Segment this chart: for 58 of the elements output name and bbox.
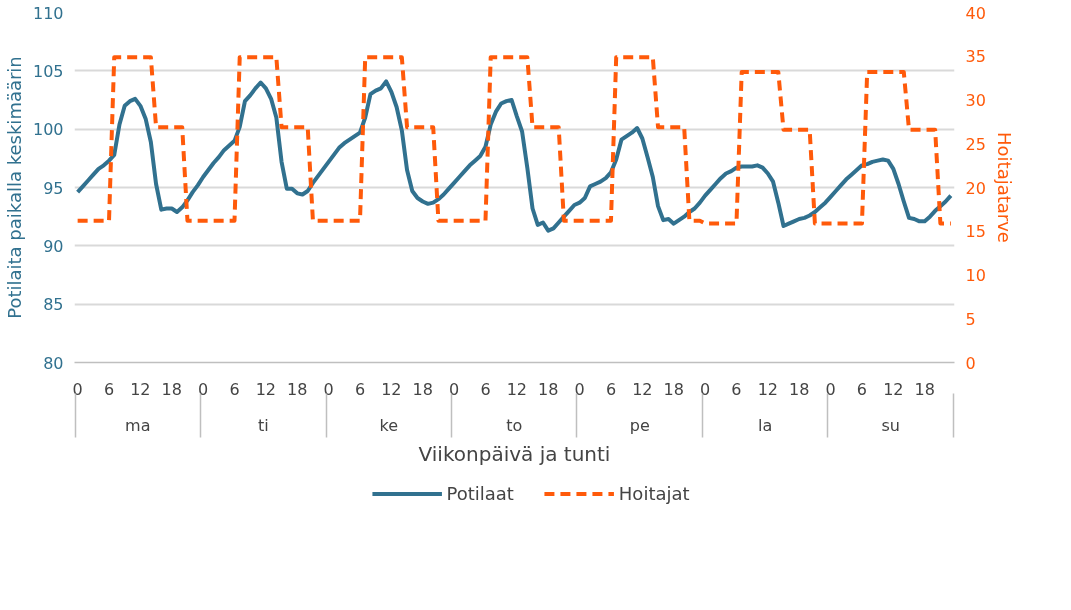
x-tick-label: 6 — [103, 379, 115, 399]
x-axis-title: Viikonpäivä ja tunti — [418, 441, 611, 466]
x-tick-label: 12 — [883, 379, 904, 399]
x-tick-label: 18 — [914, 379, 935, 399]
y-tick-label: 85 — [43, 295, 64, 315]
x-tick-label: 0 — [72, 379, 83, 399]
text: ti — [257, 415, 269, 435]
x-tick-label: 18 — [161, 379, 182, 399]
text: pe — [629, 415, 650, 435]
x-tick-label: 0 — [574, 379, 585, 399]
x-tick-label: 0 — [323, 379, 334, 399]
legend-label: Hoitajat — [618, 482, 690, 504]
legend-label: Potilaat — [446, 482, 514, 504]
x-tick-label: 0 — [825, 379, 836, 399]
y-tick-label: 90 — [43, 236, 64, 256]
line-series — [75, 55, 953, 226]
text: ke — [379, 415, 399, 435]
y2-axis-title: Hoitajatarve — [993, 132, 1015, 243]
y2-tick-label: 30 — [965, 91, 986, 110]
x-tick-label: 6 — [354, 379, 366, 399]
y2-tick-label: 35 — [965, 47, 986, 67]
x-tick-label: 6 — [856, 379, 868, 399]
x-tick-label: 18 — [663, 379, 684, 399]
x-tick-label: 6 — [480, 379, 491, 399]
line-series — [75, 79, 953, 233]
x-tick-label: 12 — [632, 379, 653, 399]
y2-tick-label: 5 — [965, 309, 976, 329]
x-tick-label: 0 — [449, 379, 460, 399]
x-tick-label: 18 — [538, 379, 559, 399]
y2-tick-label: 0 — [965, 353, 976, 373]
y2-tick-label: 15 — [965, 222, 986, 242]
x-tick-label: 6 — [605, 379, 617, 399]
x-tick-label: 0 — [700, 379, 711, 399]
x-tick-label: 0 — [198, 379, 209, 399]
x-tick-label: 12 — [506, 379, 528, 399]
y-tick-label: 105 — [32, 61, 64, 81]
y-axis-title: Potilaita paikalla keskimäärin — [3, 56, 25, 319]
y2-tick-label: 10 — [965, 266, 986, 285]
x-tick-label: 18 — [412, 379, 433, 399]
text: to — [506, 415, 523, 435]
x-tick-label: 12 — [255, 379, 277, 399]
text: la — [758, 415, 773, 435]
x-tick-label: 18 — [287, 379, 308, 399]
x-tick-label: 6 — [229, 379, 240, 399]
y-tick-label: 80 — [43, 353, 64, 373]
y2-tick-label: 40 — [965, 3, 986, 23]
x-tick-label: 18 — [789, 379, 810, 399]
x-tick-label: 12 — [757, 379, 779, 399]
text: su — [881, 415, 900, 435]
x-tick-label: 12 — [130, 379, 151, 399]
y2-tick-label: 25 — [965, 134, 986, 154]
y-tick-label: 95 — [43, 178, 64, 198]
x-tick-label: 12 — [381, 379, 402, 399]
y-tick-label: 110 — [32, 3, 64, 23]
text: ma — [125, 415, 151, 435]
y-tick-label: 100 — [32, 120, 64, 140]
x-tick-label: 6 — [731, 379, 742, 399]
y2-tick-label: 20 — [965, 178, 986, 198]
